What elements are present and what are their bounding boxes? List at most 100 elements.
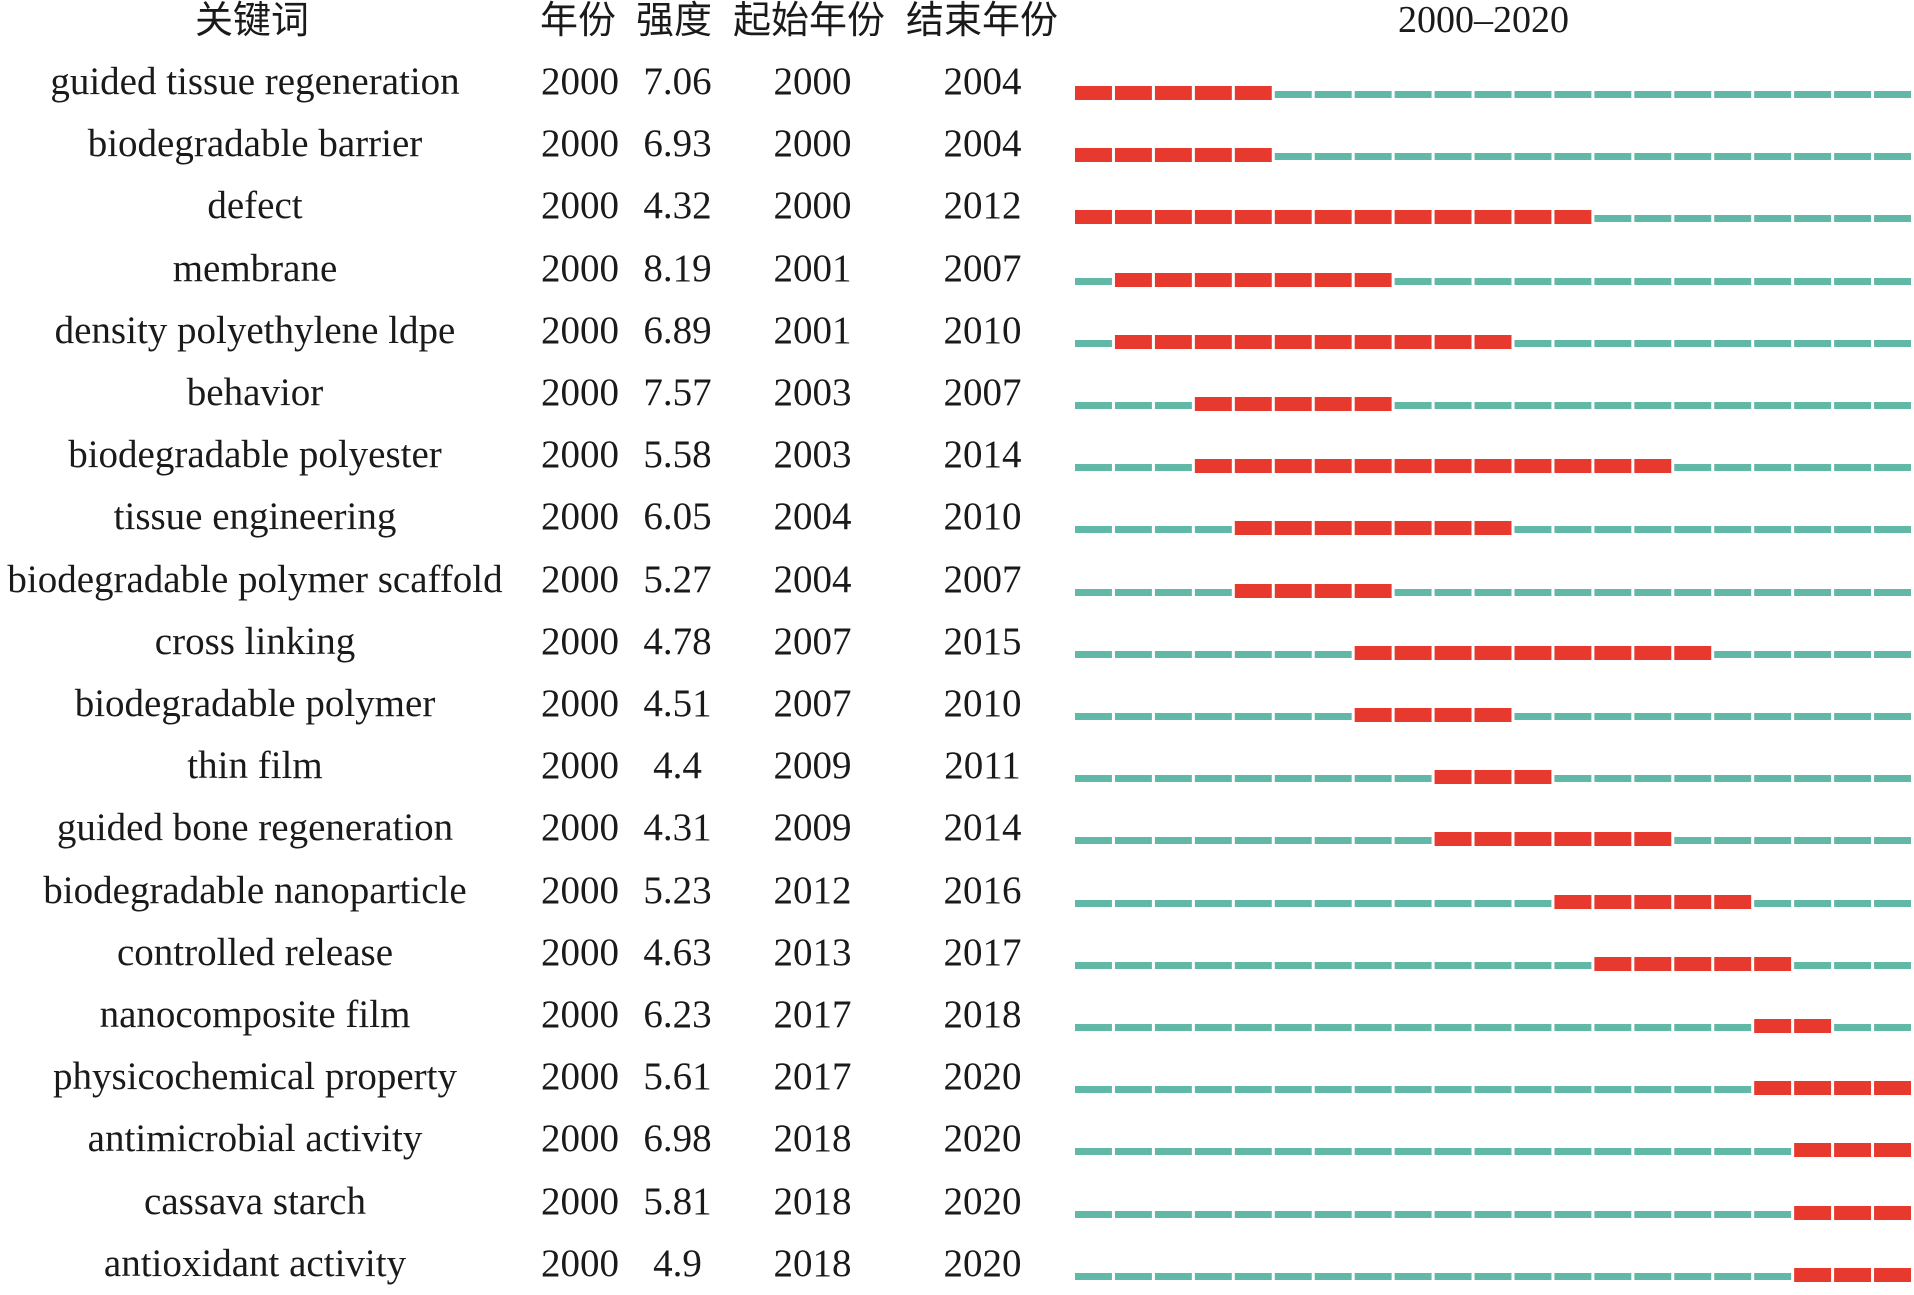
timeline-segment — [1714, 526, 1752, 534]
timeline-segment — [1754, 1148, 1792, 1156]
timeline-segment — [1794, 526, 1832, 534]
timeline-segment — [1154, 961, 1192, 969]
timeline-segment — [1674, 837, 1712, 845]
header-range: 2000–2020 — [1398, 0, 1569, 41]
timeline-segment — [1514, 277, 1552, 285]
burst-timeline — [1075, 300, 1914, 362]
timeline-segment — [1754, 215, 1792, 223]
timeline-segment — [1874, 650, 1911, 658]
burst-segment — [1154, 334, 1192, 349]
timeline-segment — [1114, 526, 1152, 534]
strength-cell: 4.51 — [643, 682, 712, 725]
timeline-segment — [1834, 1024, 1872, 1031]
timeline-segment — [1834, 899, 1872, 907]
timeline-segment — [1354, 1024, 1392, 1031]
year-cell: 2000 — [541, 557, 619, 601]
timeline-segment — [1754, 588, 1792, 596]
burst-segment — [1754, 1081, 1792, 1096]
timeline-segment — [1114, 650, 1152, 658]
year-cell: 2000 — [541, 308, 619, 352]
timeline-segment — [1634, 1210, 1672, 1218]
end-cell: 2010 — [943, 308, 1022, 352]
timeline-segment — [1674, 713, 1712, 720]
timeline-segment — [1634, 526, 1672, 534]
burst-segment — [1434, 334, 1472, 349]
timeline-segment — [1075, 713, 1112, 720]
burst-segment — [1434, 645, 1472, 660]
timeline-segment — [1674, 277, 1712, 285]
burst-segment — [1474, 770, 1512, 785]
timeline-segment — [1154, 1086, 1192, 1094]
timeline-segment — [1674, 1148, 1712, 1156]
burst-segment — [1474, 459, 1512, 474]
timeline-segment — [1354, 961, 1392, 969]
burst-segment — [1075, 148, 1112, 163]
timeline-segment — [1274, 153, 1312, 161]
burst-segment — [1674, 956, 1712, 971]
burst-segment — [1194, 459, 1232, 474]
timeline-segment — [1554, 339, 1592, 347]
timeline-segment — [1314, 713, 1352, 720]
timeline-segment — [1674, 1210, 1712, 1218]
timeline-segment — [1594, 713, 1632, 720]
timeline-segment — [1075, 899, 1112, 907]
burst-segment — [1594, 459, 1632, 474]
year-cell: 2000 — [541, 1241, 619, 1285]
burst-segment — [1234, 210, 1272, 225]
timeline-segment — [1794, 91, 1832, 98]
timeline-segment — [1554, 588, 1592, 596]
keyword-cell: cassava starch — [144, 1179, 366, 1223]
timeline-segment — [1554, 713, 1592, 720]
burst-segment — [1554, 645, 1592, 660]
timeline-segment — [1114, 713, 1152, 720]
timeline-segment — [1154, 588, 1192, 596]
timeline-segment — [1834, 339, 1872, 347]
timeline-segment — [1754, 402, 1792, 409]
timeline-segment — [1154, 1024, 1192, 1031]
keyword-cell: biodegradable polymer scaffold — [7, 557, 503, 601]
begin-cell: 2007 — [773, 619, 852, 663]
timeline-segment — [1514, 153, 1552, 161]
end-cell: 2016 — [943, 868, 1022, 912]
timeline-segment — [1634, 1086, 1672, 1094]
timeline-segment — [1314, 837, 1352, 845]
timeline-segment — [1394, 1024, 1432, 1031]
burst-segment — [1554, 832, 1592, 847]
end-cell: 2020 — [943, 1117, 1022, 1161]
timeline-segment — [1754, 1272, 1792, 1280]
timeline-segment — [1714, 1148, 1752, 1156]
timeline-segment — [1714, 713, 1752, 720]
timeline-segment — [1754, 91, 1792, 98]
year-cell: 2000 — [541, 806, 619, 850]
timeline-segment — [1075, 1086, 1112, 1094]
timeline-segment — [1674, 91, 1712, 98]
year-cell: 2000 — [541, 433, 619, 477]
begin-cell: 2017 — [773, 993, 852, 1036]
year-cell: 2000 — [541, 495, 619, 539]
keyword-cell: cross linking — [154, 619, 356, 663]
timeline-segment — [1075, 277, 1112, 285]
timeline-segment — [1634, 1148, 1672, 1156]
timeline-segment — [1514, 1210, 1552, 1218]
timeline-segment — [1834, 837, 1872, 845]
burst-segment — [1394, 459, 1432, 474]
burst-segment — [1834, 1081, 1872, 1096]
timeline-segment — [1114, 1024, 1152, 1031]
timeline-segment — [1554, 1272, 1592, 1280]
year-cell: 2000 — [541, 868, 619, 912]
timeline-segment — [1834, 464, 1872, 472]
end-cell: 2010 — [943, 495, 1022, 539]
timeline-segment — [1474, 1272, 1512, 1280]
keyword-cell: controlled release — [116, 930, 394, 974]
timeline-segment — [1114, 1086, 1152, 1094]
burst-segment — [1394, 645, 1432, 660]
burst-segment — [1594, 956, 1632, 971]
timeline-segment — [1754, 339, 1792, 347]
timeline-segment — [1514, 1148, 1552, 1156]
timeline-segment — [1634, 91, 1672, 98]
burst-segment — [1394, 334, 1432, 349]
header-strength: 强度 — [636, 0, 713, 42]
timeline-segment — [1754, 775, 1792, 783]
timeline-segment — [1234, 775, 1272, 783]
table-row: cassava starch 2000 5.81 2018 2020 — [0, 1171, 1914, 1233]
